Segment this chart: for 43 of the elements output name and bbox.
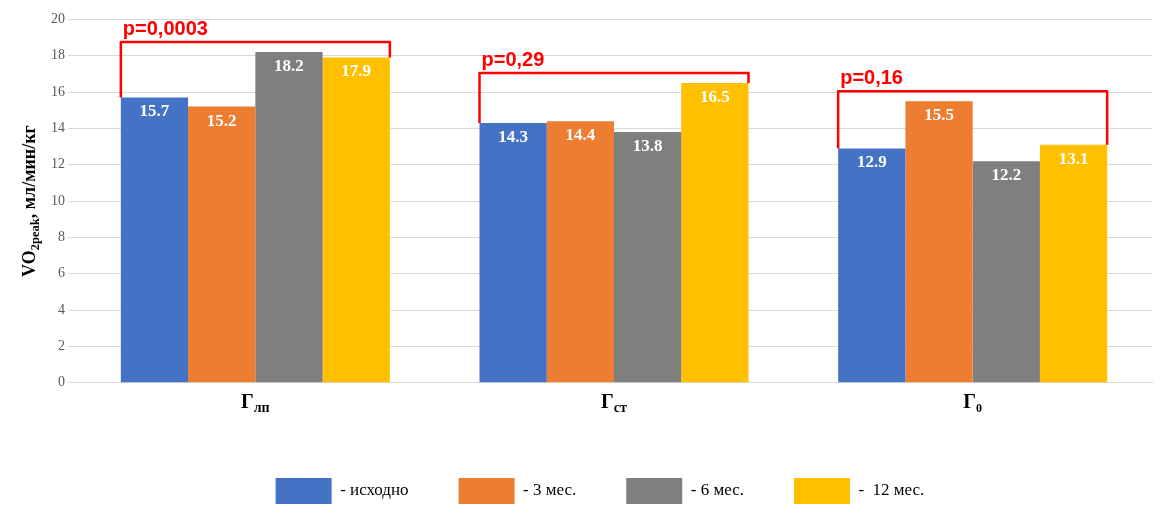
data-label: 15.7 xyxy=(139,101,170,121)
data-label: 14.4 xyxy=(565,125,596,145)
bar xyxy=(188,106,256,383)
bar xyxy=(1039,144,1108,383)
bar xyxy=(972,161,1040,383)
y-tick-label: 12 xyxy=(51,156,65,172)
bar xyxy=(479,122,547,383)
legend-label: - 12 мес. xyxy=(858,480,925,500)
y-tick-label: 10 xyxy=(51,192,65,208)
y-tick-label: 20 xyxy=(51,11,65,27)
data-label: 16.5 xyxy=(700,86,730,106)
legend-label: - 6 мес. xyxy=(690,480,744,500)
x-tick-label: Г₀ xyxy=(963,389,983,412)
data-label: 12.9 xyxy=(856,152,887,172)
legend-label: - 3 мес. xyxy=(523,480,577,500)
data-label: 18.2 xyxy=(274,56,304,75)
bar xyxy=(120,97,189,383)
y-tick-label: 0 xyxy=(58,374,65,390)
annotation: p=0,29 xyxy=(481,47,545,70)
y-tick-label: 4 xyxy=(58,301,65,317)
y-tick-label: 14 xyxy=(51,120,65,136)
bar xyxy=(838,148,906,383)
data-label: 15.5 xyxy=(924,105,954,125)
legend-label: - исходно xyxy=(340,480,409,500)
data-label: 15.2 xyxy=(206,110,237,130)
bar xyxy=(322,57,390,383)
data-label: 12.2 xyxy=(991,165,1022,185)
annotation: p=0,16 xyxy=(840,65,903,88)
bar xyxy=(681,83,749,383)
annotation: p=0,0003 xyxy=(122,16,208,39)
data-label: 17.9 xyxy=(341,61,372,81)
bar xyxy=(546,121,614,383)
data-label: 14.3 xyxy=(498,126,528,146)
bar xyxy=(255,52,323,383)
data-label: 13.1 xyxy=(1058,148,1089,168)
data-label: 13.8 xyxy=(632,135,663,155)
y-tick-label: 6 xyxy=(58,265,65,281)
bar xyxy=(905,101,973,383)
bar xyxy=(614,132,682,383)
y-tick-label: 18 xyxy=(51,47,65,63)
y-tick-label: 16 xyxy=(51,83,65,99)
y-tick-label: 2 xyxy=(58,338,65,354)
y-tick-label: 8 xyxy=(58,229,65,245)
